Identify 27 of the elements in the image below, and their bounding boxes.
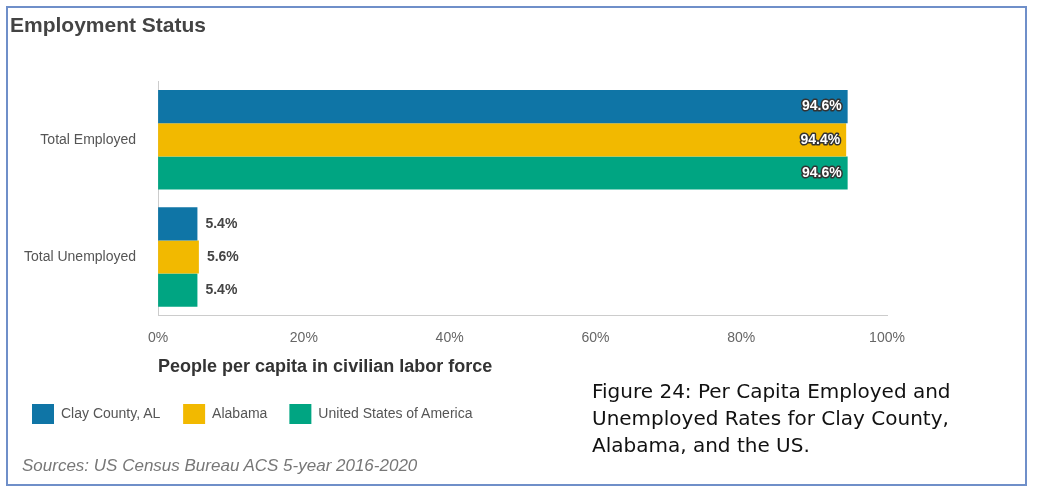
- source-note: Sources: US Census Bureau ACS 5-year 2016-2020: [22, 456, 418, 476]
- data-label: 5.4%: [205, 214, 238, 231]
- x-tick-label: 80%: [727, 328, 756, 345]
- legend-label: Alabama: [212, 404, 268, 421]
- y-tick-label: Total Unemployed: [24, 247, 137, 264]
- x-tick-label: 100%: [869, 328, 905, 345]
- x-tick-label: 40%: [435, 328, 464, 345]
- data-label: 94.6%: [801, 97, 843, 114]
- chart-title: Employment Status: [10, 13, 207, 37]
- bar: [158, 273, 198, 307]
- x-tick-label: 20%: [289, 328, 318, 345]
- bar: [158, 123, 847, 157]
- bar: [158, 89, 848, 124]
- legend-label: Clay County, AL: [61, 404, 161, 421]
- legend-label: United States of America: [318, 404, 473, 421]
- y-tick-label: Total Employed: [40, 130, 137, 147]
- x-tick-label: 0%: [147, 328, 169, 345]
- caption: Figure 24: Per Capita Employed and Unemployed Rates for Clay County, Alabama, and the US.: [592, 378, 952, 459]
- data-label: 5.6%: [206, 247, 240, 264]
- bar: [158, 240, 199, 274]
- x-tick-label: 60%: [581, 328, 610, 345]
- data-label: 5.4%: [205, 281, 238, 298]
- x-axis-title: People per capita in civilian labor force: [158, 356, 493, 377]
- data-label: 94.6%: [801, 163, 843, 180]
- data-label: 94.4%: [800, 130, 841, 147]
- bar: [158, 156, 848, 190]
- bar: [158, 207, 198, 241]
